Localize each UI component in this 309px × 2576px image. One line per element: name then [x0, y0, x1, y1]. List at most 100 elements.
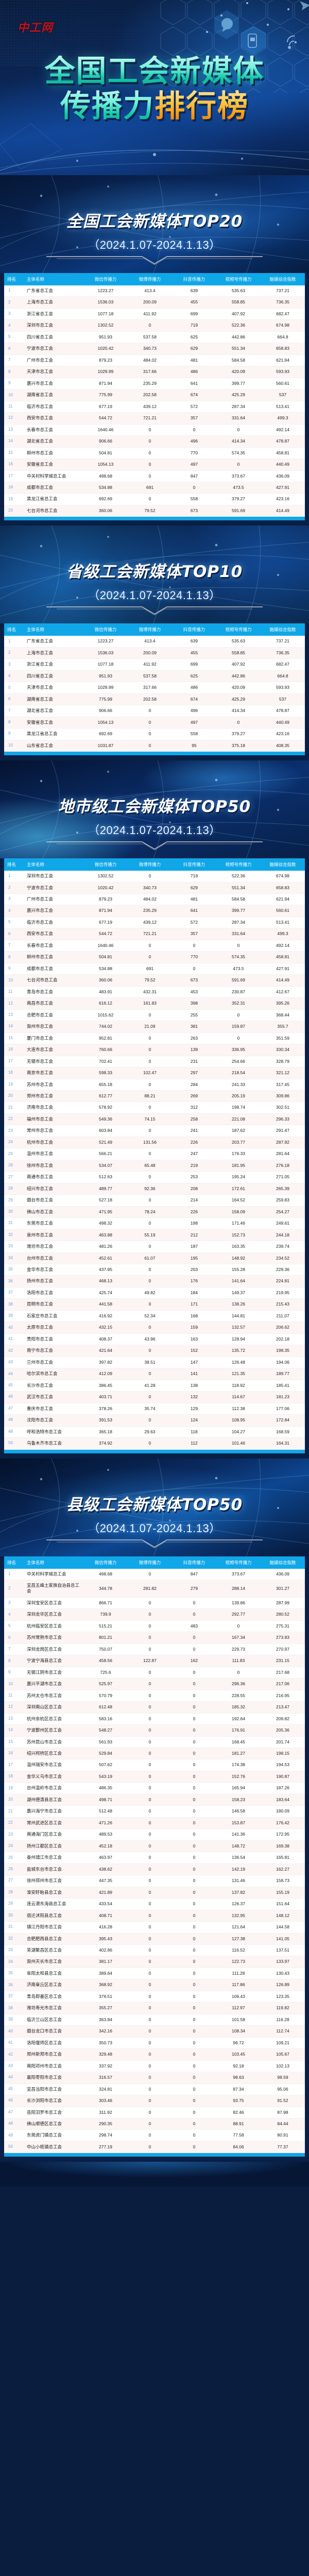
cell-name: 南昌市总工会 — [22, 997, 83, 1010]
cell-metric-5: 116.52 — [216, 1944, 261, 1957]
cell-metric-4: 625 — [172, 331, 216, 344]
cell-metric-3: 0 — [128, 1643, 172, 1656]
cell-metric-4: 0 — [172, 2025, 216, 2038]
table-row: 18 金华义乌市总工会 543.19 0 0 152.76 190.87 — [4, 1771, 305, 1783]
cell-metric-3: 0 — [128, 470, 172, 482]
cell-metric-4: 381 — [172, 1021, 216, 1033]
cell-metric-5: 407.92 — [216, 308, 261, 320]
cell-metric-2: 360.06 — [83, 974, 128, 987]
cell-name: 福州市总工会 — [22, 1113, 83, 1126]
cell-name: 合肥市总工会 — [22, 1009, 83, 1022]
cell-name: 南京市总工会 — [22, 1067, 83, 1079]
table-row: 38 昆明市总工会 441.58 0 171 138.26 215.43 — [4, 1298, 305, 1311]
table-row: 3 深圳宝安区总工会 866.71 0 0 139.86 287.99 — [4, 1597, 305, 1609]
cell-metric-2: 1302.52 — [83, 871, 128, 883]
cell-metric-3: 38.51 — [128, 1357, 172, 1369]
cell-name: 淮安盱眙县总工会 — [22, 1887, 83, 1899]
cell-rank: 36 — [4, 1275, 22, 1287]
cell-metric-4: 0 — [172, 1701, 216, 1714]
cell-metric-2: 548.27 — [83, 1724, 128, 1737]
globe-network-graphic — [0, 175, 309, 273]
cell-metric-6: 211.07 — [261, 1310, 305, 1323]
cell-rank: 45 — [4, 1380, 22, 1392]
cell-metric-3: 413.4 — [128, 285, 172, 297]
cell-metric-2: 692.69 — [83, 728, 128, 740]
col-header-1: 主体名称 — [22, 1556, 83, 1569]
cell-metric-3: 691 — [128, 482, 172, 494]
cell-metric-6: 478.87 — [261, 705, 305, 717]
table-footer-bar — [4, 1449, 305, 1453]
table-row: 9 无锡江阴市总工会 725.6 0 0 0 217.68 — [4, 1667, 305, 1679]
cell-metric-6: 537 — [261, 693, 305, 706]
cell-name: 广东省总工会 — [22, 285, 83, 297]
cell-metric-3: 0 — [128, 740, 172, 752]
cell-name: 合肥肥西县总工会 — [22, 1933, 83, 1945]
cell-name: 昆明市总工会 — [22, 1298, 83, 1311]
cell-metric-4: 483 — [172, 1620, 216, 1633]
cell-metric-3: 200.09 — [128, 647, 172, 659]
cell-metric-5: 141.36 — [216, 1828, 261, 1841]
cell-rank: 5 — [4, 331, 22, 344]
cell-rank: 12 — [4, 997, 22, 1010]
cell-rank: 4 — [4, 905, 22, 917]
col-header-5: 视频号传播力 — [216, 858, 261, 871]
cell-metric-6: 141.05 — [261, 1933, 305, 1945]
table-head: 排名 主体名称 微信传播力 微博传播力 抖音传播力 视频号传播力 融媒综合指数 — [4, 273, 305, 285]
table-footer-bar — [4, 2153, 305, 2157]
cell-metric-6: 254.27 — [261, 1206, 305, 1218]
cell-rank: 17 — [4, 470, 22, 482]
cell-rank: 10 — [4, 740, 22, 752]
cell-metric-5: 591.69 — [216, 505, 261, 517]
cell-metric-4: 629 — [172, 343, 216, 355]
cell-metric-3: 0 — [128, 1597, 172, 1609]
site-logo[interactable]: 中工网 — [18, 21, 54, 34]
cell-metric-5: 112.97 — [216, 2002, 261, 2014]
cell-metric-5: 104.27 — [216, 1426, 261, 1438]
cell-metric-4: 558 — [172, 728, 216, 740]
cell-name: 长沙市总工会 — [22, 1380, 83, 1392]
cell-name: 山东省总工会 — [22, 740, 83, 752]
cell-metric-3: 79.52 — [128, 974, 172, 987]
section-header: 省级工会新媒体TOP10 （2024.1.07-2024.1.13） — [0, 526, 309, 624]
table-row: 2 宁波市总工会 1020.42 340.73 629 551.34 658.83 — [4, 882, 305, 894]
cell-rank: 17 — [4, 1759, 22, 1771]
table-head: 排名 主体名称 微信传播力 微博传播力 抖音传播力 视频号传播力 融媒综合指数 — [4, 623, 305, 636]
cell-metric-4: 0 — [172, 1713, 216, 1725]
cell-metric-4: 719 — [172, 319, 216, 332]
cell-metric-4: 255 — [172, 1009, 216, 1022]
cell-metric-3: 0 — [128, 2037, 172, 2049]
cell-metric-6: 309.86 — [261, 1090, 305, 1103]
table-row: 26 徐州市总工会 534.07 65.48 219 181.95 276.18 — [4, 1160, 305, 1172]
cell-name: 石家庄市总工会 — [22, 1310, 83, 1323]
cell-metric-6: 190.87 — [261, 1771, 305, 1783]
cell-metric-4: 118 — [172, 1426, 216, 1438]
cell-metric-5: 146.58 — [216, 1805, 261, 1818]
cell-metric-3: 0 — [128, 2002, 172, 2014]
table-row: 39 石家庄市总工会 416.92 52.34 168 144.81 211.07 — [4, 1310, 305, 1323]
cell-metric-2: 603.84 — [83, 1125, 128, 1137]
table-row: 12 西安市总工会 544.72 721.21 357 331.64 499.3 — [4, 412, 305, 425]
cell-metric-3: 0 — [128, 1321, 172, 1334]
cell-metric-4: 231 — [172, 1056, 216, 1068]
cell-metric-4: 455 — [172, 647, 216, 659]
cell-metric-4: 138 — [172, 1380, 216, 1392]
cell-name: 浙江省总工会 — [22, 658, 83, 671]
cell-metric-6: 155.19 — [261, 1887, 305, 1899]
cell-metric-3: 131.56 — [128, 1137, 172, 1149]
table-row: 23 南通海门区总工会 489.53 0 0 141.36 172.95 — [4, 1828, 305, 1841]
cell-metric-4: 674 — [172, 693, 216, 706]
cell-name: 湖北省总工会 — [22, 435, 83, 448]
cell-metric-3: 432.31 — [128, 986, 172, 998]
table-row: 28 淮安盱眙县总工会 421.89 0 0 137.82 155.19 — [4, 1887, 305, 1899]
cell-metric-4: 0 — [172, 1979, 216, 1991]
cell-metric-2: 578.92 — [83, 1101, 128, 1114]
cell-name: 潍坊寿光市总工会 — [22, 2002, 83, 2014]
cell-name: 镇江丹阳市总工会 — [22, 1921, 83, 1934]
cell-metric-3: 0 — [128, 1032, 172, 1045]
cell-rank: 24 — [4, 1137, 22, 1149]
table-row: 10 山东省总工会 1031.87 0 95 375.18 408.35 — [4, 740, 305, 752]
cell-metric-3: 413.4 — [128, 636, 172, 648]
cell-metric-4: 497 — [172, 717, 216, 729]
cell-metric-3: 0 — [128, 1910, 172, 1922]
cell-metric-3: 0 — [128, 1852, 172, 1864]
